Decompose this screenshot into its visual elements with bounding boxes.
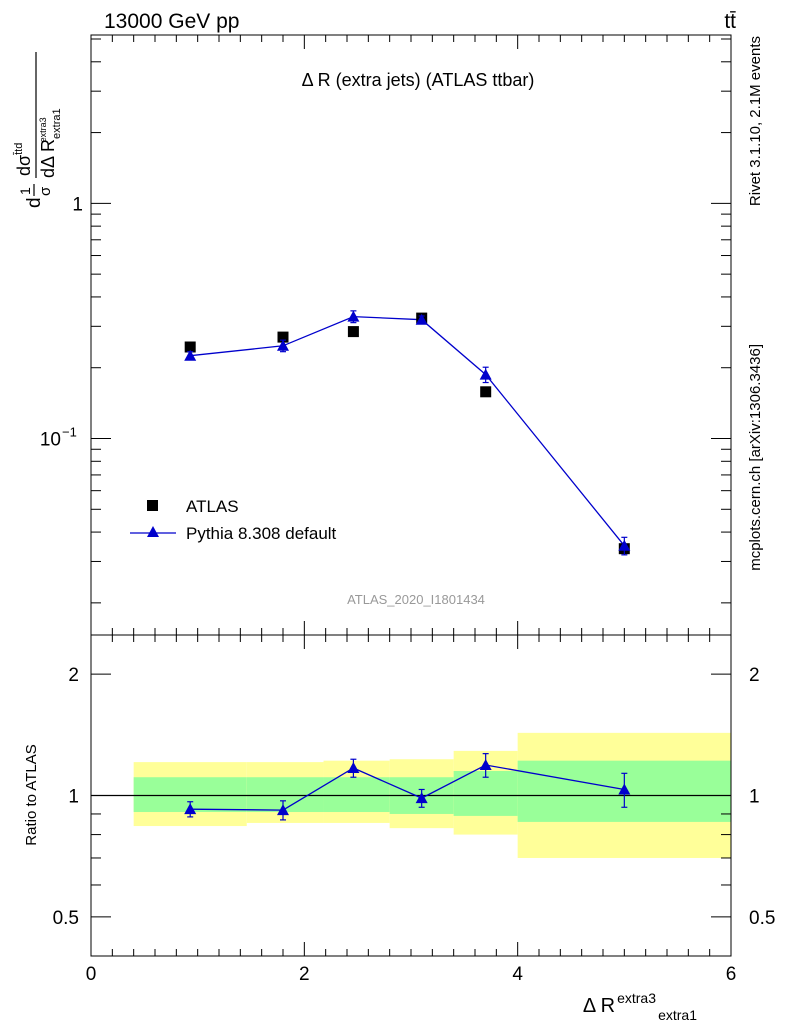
ratio-y-axis-label: Ratio to ATLAS: [23, 744, 40, 845]
mc-point: [479, 368, 492, 380]
analysis-watermark: ATLAS_2020_I1801434: [347, 592, 485, 607]
x-tick-label: 0: [86, 964, 97, 985]
ratio-mc-point: [415, 792, 428, 804]
header-process-label: tt̄: [724, 10, 736, 33]
mc-point: [618, 539, 631, 551]
x-tick-label: 6: [726, 964, 737, 985]
atlas-point: [277, 331, 289, 343]
ratio-mc-line: [190, 764, 625, 811]
ylabel-norm-sigma: σ: [37, 186, 54, 196]
atlas-point: [184, 341, 196, 353]
ylabel-frac-top: dσt̄td: [13, 143, 34, 176]
atlas-point: [480, 386, 492, 398]
mc-point: [184, 349, 197, 361]
main-panel: 10 −1 1 Δ R (extra jets) (ATLAS ttbar) ATL…: [13, 34, 732, 636]
y-tick-label: 1: [72, 194, 83, 215]
main-axis-ticks: 10 −1 1: [40, 35, 732, 635]
mc-point: [347, 310, 360, 322]
ratio-band-inner: [246, 777, 324, 813]
mcplots-credit-label: mcplots.cern.ch [arXiv:1306.3436]: [747, 344, 764, 571]
x-tick-label: 4: [512, 964, 523, 985]
ratio-data-layer: [91, 753, 731, 821]
ratio-y-tick-label-right: 2: [749, 665, 760, 686]
main-frame: [90, 34, 732, 636]
legend-marker-atlas: [147, 500, 158, 511]
ratio-y-tick-label: 0.5: [53, 908, 79, 929]
rivet-version-label: Rivet 3.1.10, 2.1M events: [747, 36, 764, 206]
ratio-mc-point: [277, 804, 289, 816]
ratio-y-tick-label-right: 1: [749, 787, 760, 808]
ratio-frame: [90, 634, 732, 957]
ylabel-prefix: d: [24, 197, 45, 208]
mc-line: [190, 315, 625, 547]
ratio-band-inner: [453, 771, 518, 816]
ratio-mc-point: [184, 803, 197, 815]
legend: ATLAS Pythia 8.308 default: [130, 497, 337, 543]
main-data-layer: [184, 310, 631, 556]
ratio-mc-point: [347, 761, 360, 773]
legend-label-pythia: Pythia 8.308 default: [186, 524, 337, 543]
ratio-mc-point: [618, 783, 631, 795]
legend-marker-pythia: [147, 526, 159, 537]
ratio-y-tick-label-right: 0.5: [749, 908, 775, 929]
legend-label-atlas: ATLAS: [186, 497, 239, 516]
main-y-axis-label: d 1 σ dσt̄td dΔ Rextra1extra3: [13, 52, 63, 208]
ratio-y-tick-label: 2: [68, 665, 79, 686]
ylabel-frac-bottom: dΔ Rextra1extra3: [38, 108, 63, 178]
main-title: Δ R (extra jets) (ATLAS ttbar): [302, 70, 535, 90]
atlas-point: [347, 326, 359, 338]
ratio-band-inner: [323, 777, 390, 813]
ratio-mc-point: [479, 759, 492, 771]
y-tick-label: 10: [40, 430, 61, 451]
mc-point: [415, 313, 428, 325]
mc-point: [277, 339, 289, 351]
ylabel-norm-one: 1: [17, 187, 33, 195]
ratio-y-tick-label: 1: [68, 787, 79, 808]
ratio-axis-ticks: 0.5 0.5 1 1 2 2 0 2 4 6: [53, 635, 775, 985]
x-tick-label: 2: [299, 964, 310, 985]
y-tick-label-exponent: −1: [62, 425, 77, 440]
header-energy-label: 13000 GeV pp: [104, 10, 239, 33]
